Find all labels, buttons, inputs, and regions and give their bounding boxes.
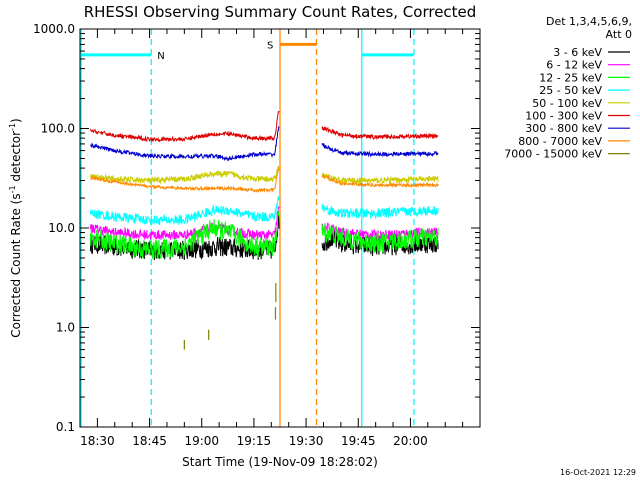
y-tick-label: 1000.0 [33,22,75,36]
y-tick-label: 0.1 [56,420,75,434]
night-label: N [157,51,164,62]
x-tick-label: 20:00 [393,434,428,448]
x-tick-label: 19:30 [289,434,324,448]
x-tick-label: 18:45 [132,434,167,448]
series-line [90,125,439,162]
y-tick-label: 1.0 [56,321,75,335]
legend-entry-label: 3 - 6 keV [553,46,602,59]
series-line [89,110,439,143]
legend-header-2: Att 0 [606,28,632,41]
footer-timestamp: 16-Oct-2021 12:29 [560,468,636,477]
y-axis-label-sup1: -1 [8,185,17,193]
series-line [90,166,439,194]
observing-segments: NS [80,29,415,427]
legend-entry-label: 50 - 100 keV [532,97,602,110]
y-tick-label: 100.0 [41,122,75,136]
chart-title: RHESSI Observing Summary Count Rates, Co… [84,3,477,21]
legend-entry-label: 100 - 300 keV [525,110,602,123]
y-axis-label-mid: detector [9,131,23,186]
y-axis-label-main: Corrected Count Rate (s [9,193,23,337]
y-tick-label: 10.0 [48,221,75,235]
x-tick-label: 19:00 [184,434,219,448]
series-layer [89,110,439,350]
y-axis-label-sup2: -1 [8,123,17,131]
series-line [89,210,439,259]
x-tick-label: 19:45 [341,434,376,448]
x-axis: 18:30 18:45 19:00 19:15 19:30 19:45 20:00 [79,29,481,448]
series-line [89,195,439,227]
y-axis-label: Corrected Count Rate (s-1 detector-1) [8,118,23,337]
y-axis-label-end: ) [9,118,23,123]
legend-entry-label: 800 - 7000 keV [518,135,602,148]
x-tick-label: 18:30 [80,434,115,448]
x-tick-label: 19:15 [237,434,272,448]
legend-entry-label: 6 - 12 keV [546,59,602,72]
legend-entry-label: 12 - 25 keV [539,71,602,84]
legend-header-1: Det 1,3,4,5,6,9, [546,15,632,28]
saa-label: S [267,40,273,51]
legend-entry-label: 300 - 800 keV [525,122,602,135]
legend-entry-label: 7000 - 15000 keV [504,148,602,161]
y-axis: 0.1 1.0 10.0 100.0 1000.0 [33,22,480,434]
x-axis-label: Start Time (19-Nov-09 18:28:02) [182,455,378,469]
legend-entry-label: 25 - 50 keV [539,84,602,97]
series-line [89,165,439,185]
